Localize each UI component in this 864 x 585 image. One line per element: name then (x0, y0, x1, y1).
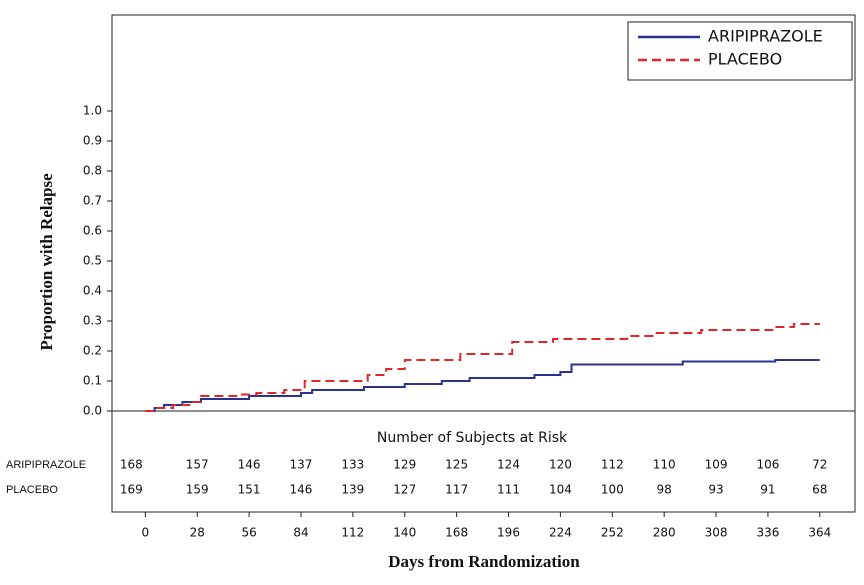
x-tick-label: 112 (341, 526, 364, 540)
risk-count: 91 (760, 483, 775, 497)
risk-count: 168 (120, 458, 143, 472)
risk-row-label: ARIPIPRAZOLE (6, 459, 86, 471)
plot-frame (111, 14, 856, 513)
survival-line (145, 323, 820, 412)
x-tick-label: 84 (293, 526, 308, 540)
risk-count: 151 (238, 483, 261, 497)
risk-count: 137 (290, 458, 313, 472)
risk-count: 100 (601, 483, 624, 497)
risk-count: 124 (497, 458, 520, 472)
y-tick-label: 0.0 (83, 404, 102, 418)
risk-count: 133 (341, 458, 364, 472)
y-tick-label: 0.7 (83, 194, 102, 208)
risk-count: 68 (812, 483, 827, 497)
x-tick-label: 140 (393, 526, 416, 540)
y-tick-label: 0.6 (83, 224, 102, 238)
risk-count: 157 (186, 458, 209, 472)
y-tick-label: 0.4 (83, 284, 102, 298)
risk-count: 159 (186, 483, 209, 497)
x-tick-label: 196 (497, 526, 520, 540)
legend (627, 21, 853, 81)
risk-count: 104 (549, 483, 572, 497)
risk-count: 110 (653, 458, 676, 472)
x-tick-label: 280 (653, 526, 676, 540)
risk-count: 129 (393, 458, 416, 472)
y-axis-title: Proportion with Relapse (37, 173, 56, 351)
risk-count: 120 (549, 458, 572, 472)
risk-count: 112 (601, 458, 624, 472)
risk-count: 169 (120, 483, 143, 497)
risk-count: 139 (341, 483, 364, 497)
risk-count: 72 (812, 458, 827, 472)
risk-count: 117 (445, 483, 468, 497)
x-tick-label: 252 (601, 526, 624, 540)
risk-count: 125 (445, 458, 468, 472)
y-tick-label: 0.2 (83, 344, 102, 358)
x-tick-label: 308 (705, 526, 728, 540)
x-tick-label: 28 (190, 526, 205, 540)
risk-count: 146 (238, 458, 261, 472)
x-axis-title: Days from Randomization (388, 552, 580, 571)
x-tick-label: 336 (756, 526, 779, 540)
y-tick-label: 1.0 (83, 104, 102, 118)
x-tick-label: 56 (241, 526, 256, 540)
x-tick-label: 168 (445, 526, 468, 540)
legend-label: PLACEBO (708, 50, 782, 69)
risk-row-label: PLACEBO (6, 484, 58, 496)
risk-table-title: Number of Subjects at Risk (377, 430, 568, 446)
risk-count: 98 (657, 483, 672, 497)
risk-count: 146 (290, 483, 313, 497)
risk-count: 106 (756, 458, 779, 472)
y-tick-label: 0.3 (83, 314, 102, 328)
y-tick-label: 0.8 (83, 164, 102, 178)
y-tick-label: 0.1 (83, 374, 102, 388)
y-tick-label: 0.9 (83, 134, 102, 148)
risk-count: 111 (497, 483, 520, 497)
x-tick-label: 0 (142, 526, 150, 540)
legend-label: ARIPIPRAZOLE (708, 27, 823, 46)
risk-count: 109 (705, 458, 728, 472)
y-tick-label: 0.5 (83, 254, 102, 268)
survival-line (145, 359, 820, 412)
x-tick-label: 224 (549, 526, 572, 540)
risk-count: 93 (708, 483, 723, 497)
x-tick-label: 364 (808, 526, 831, 540)
risk-count: 127 (393, 483, 416, 497)
